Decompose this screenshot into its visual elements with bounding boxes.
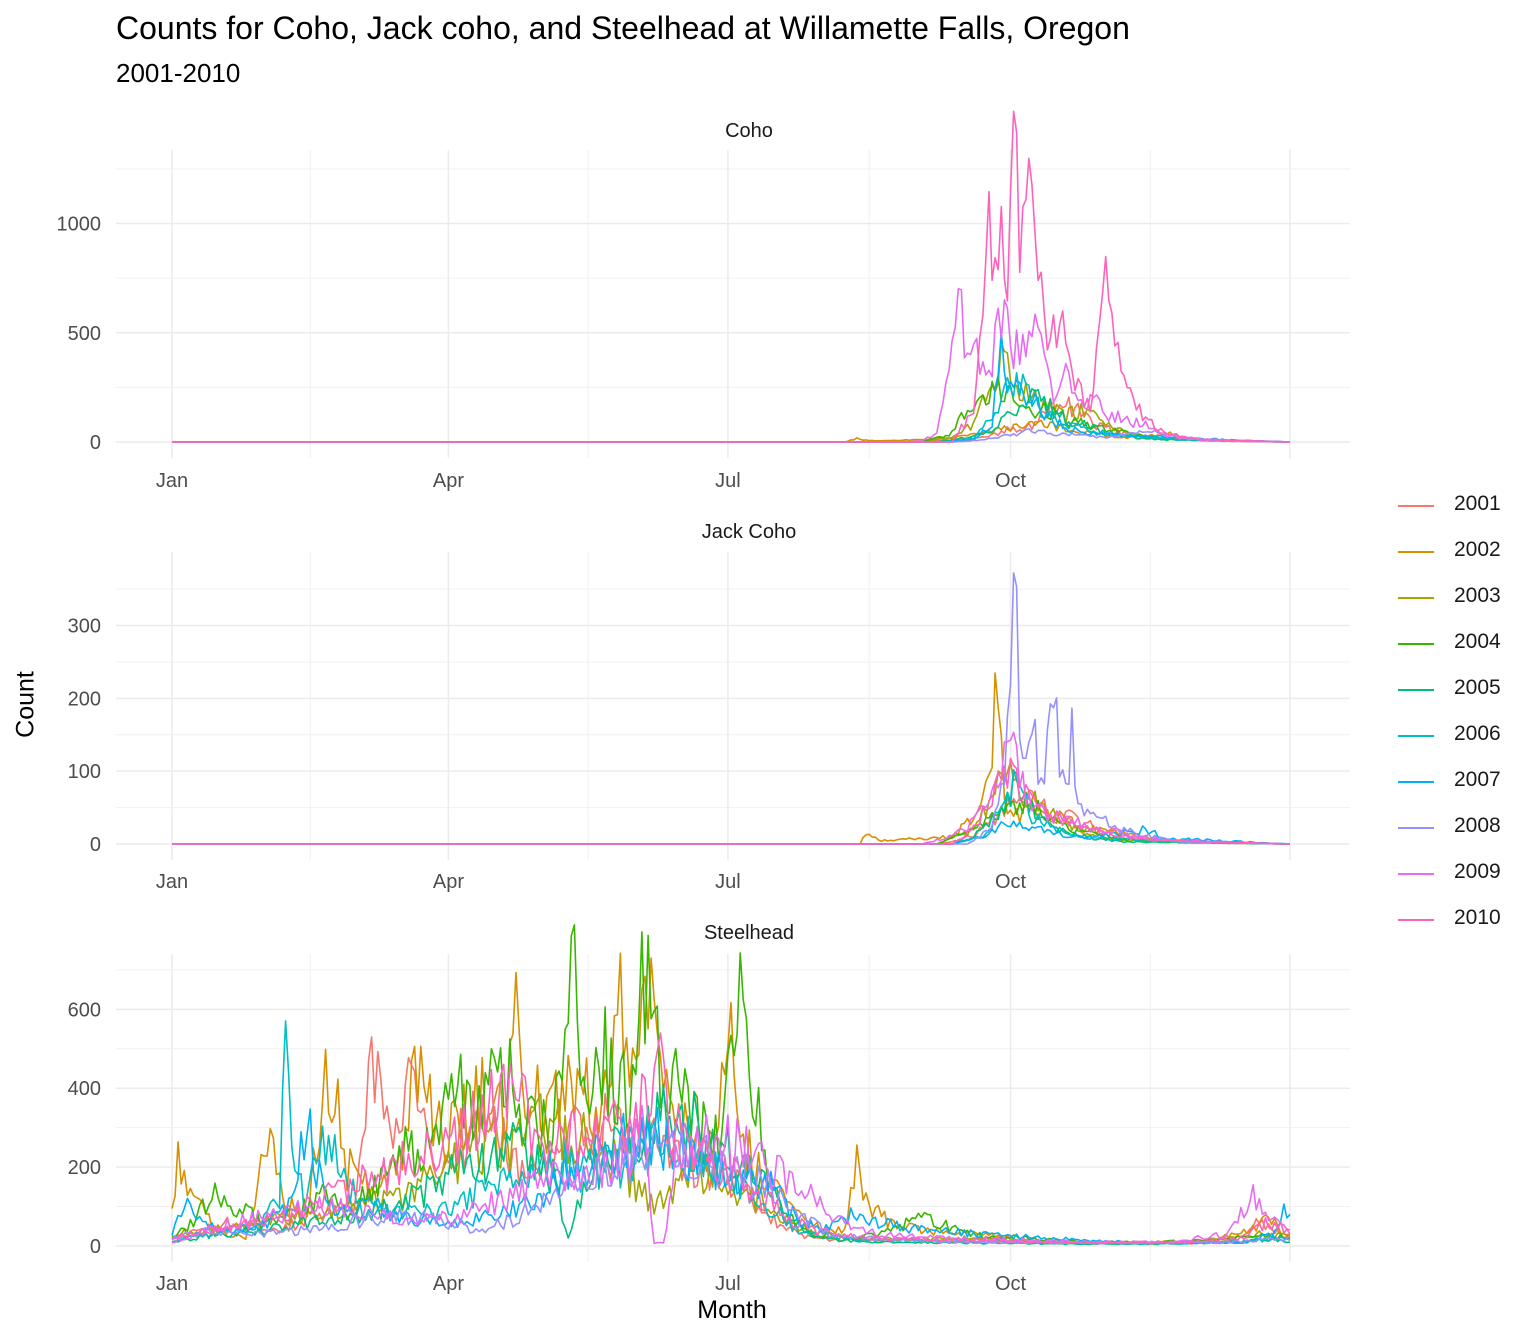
legend-item-2010: 2010 <box>1396 900 1526 946</box>
y-tick-label: 300 <box>68 616 101 638</box>
legend-label: 2004 <box>1454 630 1501 653</box>
legend-key <box>1398 597 1434 599</box>
series-line-2004 <box>172 375 1291 443</box>
y-tick-label: 200 <box>68 688 101 710</box>
y-tick-label: 500 <box>68 323 101 345</box>
y-tick-label: 100 <box>68 761 101 783</box>
series-line-2009 <box>172 288 1290 443</box>
x-tick-label: Oct <box>995 871 1027 893</box>
panel-title: Steelhead <box>704 922 794 944</box>
x-tick-label: Apr <box>433 470 464 492</box>
legend-item-2008: 2008 <box>1396 808 1526 854</box>
legend-item-2005: 2005 <box>1396 670 1526 716</box>
panel-coho: Coho 0 500 1000 Jan Apr Jul Oct <box>57 110 1350 492</box>
legend-label: 2003 <box>1454 584 1501 607</box>
legend-key <box>1398 873 1434 875</box>
legend-label: 2010 <box>1454 906 1501 929</box>
legend-item-2001: 2001 <box>1396 486 1526 532</box>
y-tick-label: 200 <box>68 1157 101 1179</box>
legend-label: 2007 <box>1454 768 1501 791</box>
legend-label: 2002 <box>1454 538 1501 561</box>
y-tick-label: 0 <box>90 1236 101 1258</box>
legend-key <box>1398 505 1434 507</box>
legend-item-2007: 2007 <box>1396 762 1526 808</box>
legend-key <box>1398 919 1434 921</box>
series-line-2009 <box>172 731 1291 845</box>
series-line-2010 <box>172 110 1291 443</box>
legend-key <box>1398 551 1434 553</box>
panel-title: Coho <box>725 120 773 142</box>
panel-title: Jack Coho <box>702 521 797 543</box>
panel-steelhead: Steelhead 0 200 400 600 Jan Apr Jul Oct <box>68 922 1350 1295</box>
x-axis-label: Month <box>697 1296 767 1324</box>
series-line-2010 <box>172 757 1291 845</box>
x-tick-label: Oct <box>995 1273 1027 1295</box>
x-tick-label: Jul <box>715 470 741 492</box>
x-tick-label: Jan <box>156 871 188 893</box>
legend-item-2003: 2003 <box>1396 578 1526 624</box>
legend-item-2006: 2006 <box>1396 716 1526 762</box>
series-line-2008 <box>172 572 1290 845</box>
x-tick-label: Jul <box>715 1273 741 1295</box>
x-tick-label: Jan <box>156 1273 188 1295</box>
legend-label: 2005 <box>1454 676 1501 699</box>
legend-key <box>1398 735 1434 737</box>
y-tick-label: 400 <box>68 1078 101 1100</box>
legend-key <box>1398 643 1434 645</box>
legend-item-2004: 2004 <box>1396 624 1526 670</box>
legend-item-2009: 2009 <box>1396 854 1526 900</box>
legend-label: 2009 <box>1454 860 1501 883</box>
y-tick-label: 0 <box>90 834 101 856</box>
x-tick-label: Apr <box>433 1273 464 1295</box>
series-line-2007 <box>172 330 1291 443</box>
legend: 2001 2002 2003 2004 2005 2006 2007 2008 2009 2010 <box>1396 486 1526 946</box>
y-tick-label: 1000 <box>57 214 102 236</box>
y-tick-label: 600 <box>68 999 101 1021</box>
legend-label: 2001 <box>1454 492 1501 515</box>
x-tick-label: Apr <box>433 871 464 893</box>
legend-label: 2006 <box>1454 722 1501 745</box>
series-line-2003 <box>172 342 1291 443</box>
series-line-2002 <box>172 419 1291 443</box>
x-tick-label: Jul <box>715 871 741 893</box>
y-tick-label: 0 <box>90 432 101 454</box>
series-line-2010 <box>171 1032 1291 1245</box>
legend-label: 2008 <box>1454 814 1501 837</box>
legend-key <box>1398 827 1434 829</box>
series-line-2009 <box>172 1104 1291 1245</box>
chart-title: Counts for Coho, Jack coho, and Steelhea… <box>116 10 1130 46</box>
panel-jack-coho: Jack Coho 0 100 200 300 Jan Apr Jul Oct <box>68 521 1350 893</box>
legend-item-2002: 2002 <box>1396 532 1526 578</box>
legend-key <box>1398 781 1434 783</box>
x-tick-label: Jan <box>156 470 188 492</box>
chart-subtitle: 2001-2010 <box>116 58 241 88</box>
x-tick-label: Oct <box>995 470 1027 492</box>
series-line-2006 <box>172 372 1291 443</box>
series-line-2001 <box>171 1036 1291 1245</box>
legend-key <box>1398 689 1434 691</box>
